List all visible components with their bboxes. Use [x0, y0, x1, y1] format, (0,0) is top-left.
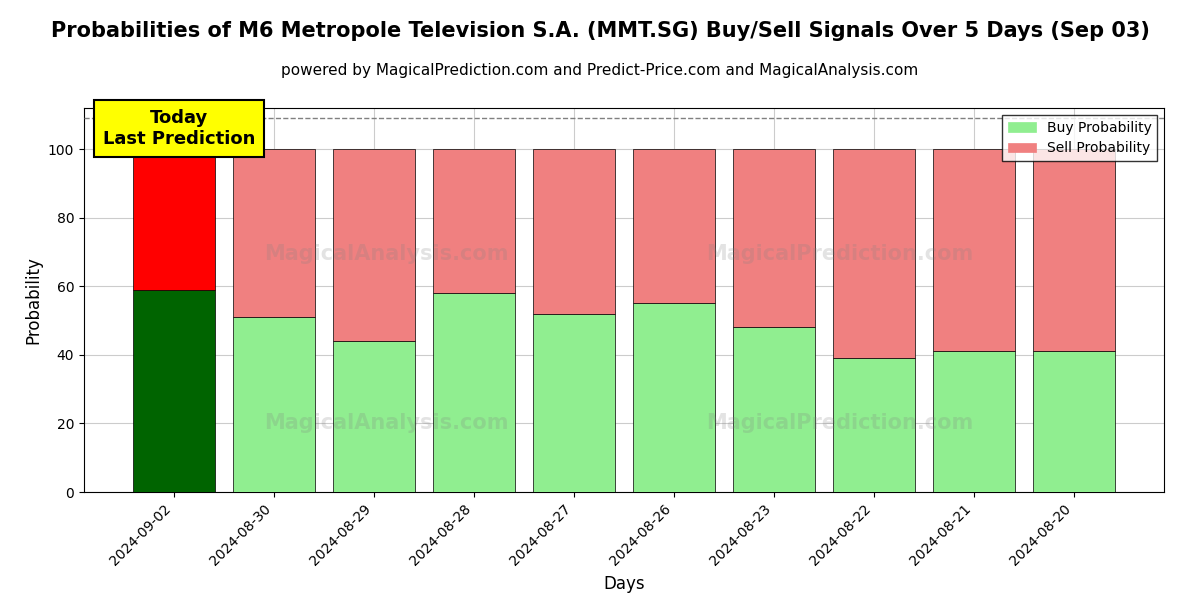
Bar	[533, 314, 616, 492]
Bar	[233, 317, 316, 492]
Bar	[932, 149, 1015, 352]
Bar	[433, 149, 515, 293]
Text: powered by MagicalPrediction.com and Predict-Price.com and MagicalAnalysis.com: powered by MagicalPrediction.com and Pre…	[281, 63, 919, 78]
Bar	[334, 149, 415, 341]
Bar	[733, 149, 815, 328]
Bar	[932, 352, 1015, 492]
Text: MagicalPrediction.com: MagicalPrediction.com	[707, 413, 973, 433]
X-axis label: Days: Days	[604, 575, 644, 593]
Bar	[1033, 352, 1115, 492]
Bar	[833, 358, 914, 492]
Text: Today
Last Prediction: Today Last Prediction	[103, 109, 256, 148]
Bar	[733, 328, 815, 492]
Bar	[632, 304, 715, 492]
Text: Probabilities of M6 Metropole Television S.A. (MMT.SG) Buy/Sell Signals Over 5 D: Probabilities of M6 Metropole Television…	[50, 21, 1150, 41]
Bar	[133, 290, 215, 492]
Bar	[1033, 149, 1115, 352]
Bar	[533, 149, 616, 314]
Text: MagicalPrediction.com: MagicalPrediction.com	[707, 244, 973, 264]
Bar	[833, 149, 914, 358]
Bar	[334, 341, 415, 492]
Bar	[433, 293, 515, 492]
Bar	[233, 149, 316, 317]
Text: MagicalAnalysis.com: MagicalAnalysis.com	[264, 413, 509, 433]
Legend: Buy Probability, Sell Probability: Buy Probability, Sell Probability	[1002, 115, 1157, 161]
Y-axis label: Probability: Probability	[24, 256, 42, 344]
Bar	[133, 149, 215, 290]
Bar	[632, 149, 715, 304]
Text: MagicalAnalysis.com: MagicalAnalysis.com	[264, 244, 509, 264]
